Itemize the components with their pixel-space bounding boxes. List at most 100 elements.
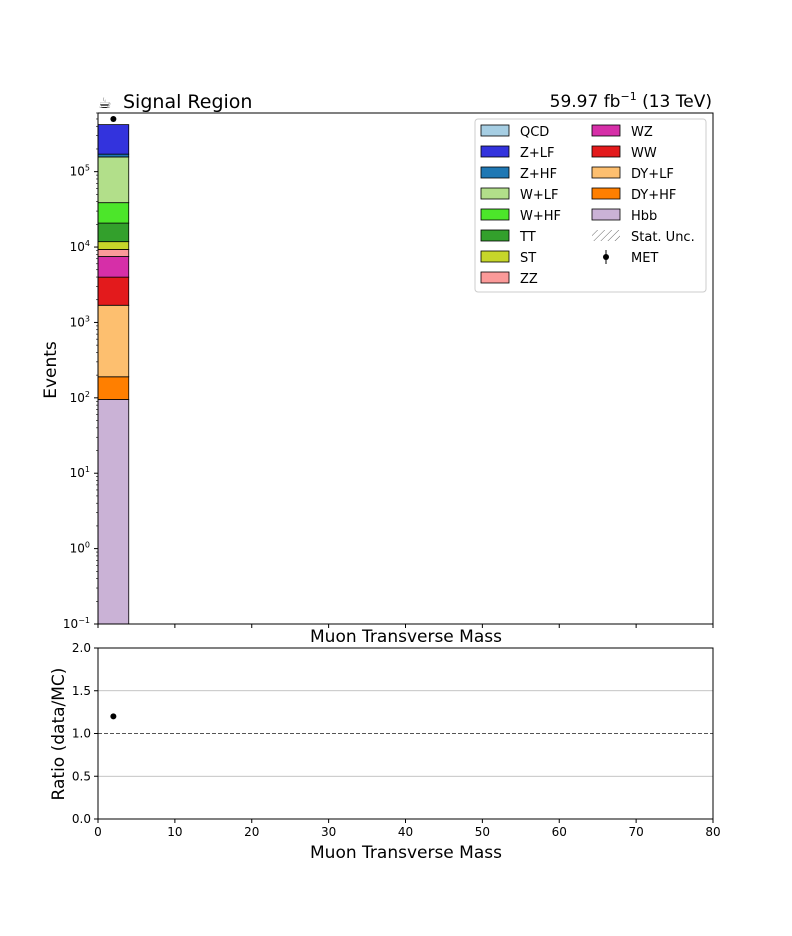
legend-label-hbb: Hbb: [631, 209, 657, 224]
legend-label-zz: ZZ: [520, 272, 538, 287]
ratio-x-tick-label: 30: [321, 825, 336, 839]
y-tick-base: 10: [70, 391, 85, 405]
ratio-y-tick-label: 1.0: [72, 727, 91, 741]
bar-tt: [97, 222, 130, 243]
ratio-data-points: [110, 713, 117, 720]
ratio-x-axis-label: Muon Transverse Mass: [310, 843, 502, 863]
legend-label-w-hf: W+HF: [520, 209, 561, 224]
legend-label-tt: TT: [519, 230, 536, 245]
luminosity-label: 59.97 fb−1 (13 TeV): [550, 90, 712, 112]
ratio-y-axis-label: Ratio (data/MC): [49, 668, 69, 801]
ratio-y-tick-label: 0.5: [72, 769, 91, 783]
legend-label-wz: WZ: [631, 125, 653, 140]
y-tick-label: 100: [70, 541, 90, 556]
legend-swatch-hbb: [591, 208, 621, 221]
ratio-point: [110, 713, 117, 720]
y-tick-label: 105: [70, 164, 90, 179]
region-title: Signal Region: [123, 91, 252, 113]
legend-swatch-qcd: [480, 124, 510, 137]
bar-dy-hf: [97, 376, 130, 400]
legend-swatch-ww: [591, 145, 621, 158]
ratio-x-tick-label: 80: [705, 825, 720, 839]
legend-label-dy-lf: DY+LF: [631, 167, 674, 182]
lumi-value: 59.97 fb: [550, 92, 621, 112]
bar-z-lf: [97, 124, 130, 155]
legend-frame: [474, 118, 707, 293]
y-tick-base: 10: [70, 315, 85, 329]
bar-dy-lf: [97, 304, 130, 378]
ratio-y-tick-label: 0.0: [72, 812, 91, 826]
legend-label-stat-unc: Stat. Unc.: [631, 230, 695, 245]
bar-ww: [97, 276, 130, 306]
data-points: [110, 115, 117, 122]
y-tick-exp: 4: [85, 239, 90, 248]
ratio-x-tick-label: 50: [475, 825, 490, 839]
y-tick-base: 10: [70, 240, 85, 254]
bar-zz: [97, 249, 130, 257]
ratio-x-tick-label: 60: [552, 825, 567, 839]
ratio-x-tick-label: 40: [398, 825, 413, 839]
y-tick-label: 10−1: [63, 616, 90, 631]
bar-hbb: [97, 399, 130, 625]
data-point-met: [110, 115, 117, 122]
legend-swatch-st: [480, 250, 510, 263]
legend-label-qcd: QCD: [520, 125, 549, 140]
ratio-x-tick-label: 20: [244, 825, 259, 839]
legend: QCD Z+LF Z+HF W+LF W+HF TT ST ZZ WZ WW DY+LF DY+HF H…: [474, 118, 707, 293]
ratio-x-tick-label: 10: [167, 825, 182, 839]
legend-swatch-stat-unc: [592, 230, 620, 241]
y-tick-label: 102: [70, 390, 90, 405]
ratio-y-tick-label: 2.0: [72, 641, 91, 655]
main-plot-frame: [97, 112, 714, 625]
energy-label: (13 TeV): [642, 92, 712, 112]
stacked-bars: [97, 124, 130, 625]
bar-w-hf: [97, 202, 130, 224]
ratio-panel: 0.0 0.5 1.0 1.5 2.0 0 10 20 30 40 50 60 70 80 Ratio …: [49, 641, 721, 863]
legend-swatch-wz: [591, 124, 621, 137]
bar-wz: [97, 256, 130, 278]
legend-marker-met: [603, 254, 609, 260]
y-tick-exp: 5: [85, 164, 90, 173]
legend-swatch-dy-lf: [591, 166, 621, 179]
ratio-y-tick-label: 1.5: [72, 684, 91, 698]
legend-label-met: MET: [631, 251, 658, 266]
main-x-axis-label: Muon Transverse Mass: [310, 627, 502, 647]
ratio-x-axis-ticks: 0 10 20 30 40 50 60 70 80: [94, 819, 721, 839]
bar-w-lf: [97, 156, 130, 204]
bar-z-hf: [97, 153, 130, 158]
legend-swatch-z-hf: [480, 166, 510, 179]
y-tick-exp: −1: [78, 616, 90, 625]
legend-swatch-w-hf: [480, 208, 510, 221]
ratio-x-tick-label: 0: [94, 825, 102, 839]
main-y-axis-label: Events: [41, 341, 61, 399]
y-tick-exp: 1: [85, 465, 90, 474]
y-tick-base: 10: [70, 165, 85, 179]
y-tick-base: 10: [63, 617, 78, 631]
legend-label-w-lf: W+LF: [520, 188, 558, 203]
ratio-x-tick-label: 70: [628, 825, 643, 839]
legend-label-st: ST: [520, 251, 536, 266]
x-axis-ticks: [97, 624, 714, 628]
legend-label-ww: WW: [631, 146, 657, 161]
y-tick-label: 101: [70, 465, 90, 480]
legend-swatch-w-lf: [480, 187, 510, 200]
coffee-cup-icon: ☕: [98, 94, 111, 112]
y-tick-base: 10: [70, 466, 85, 480]
y-tick-label: 104: [70, 239, 90, 254]
lumi-exponent: −1: [620, 90, 636, 103]
y-tick-exp: 2: [85, 390, 90, 399]
y-tick-base: 10: [70, 542, 85, 556]
legend-swatch-dy-hf: [591, 187, 621, 200]
legend-label-z-lf: Z+LF: [520, 146, 555, 161]
bar-st: [97, 241, 130, 250]
legend-swatch-tt: [480, 229, 510, 242]
ratio-y-axis-ticks: 0.0 0.5 1.0 1.5 2.0: [72, 641, 98, 826]
y-tick-exp: 0: [85, 541, 90, 550]
ratio-gridlines: [98, 690, 713, 777]
legend-label-z-hf: Z+HF: [520, 167, 557, 182]
legend-swatch-z-lf: [480, 145, 510, 158]
ratio-plot-frame: [97, 647, 714, 820]
legend-swatch-zz: [480, 271, 510, 284]
